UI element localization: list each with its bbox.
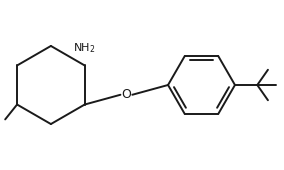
Text: NH$_2$: NH$_2$ — [74, 41, 96, 55]
Text: O: O — [122, 88, 131, 101]
